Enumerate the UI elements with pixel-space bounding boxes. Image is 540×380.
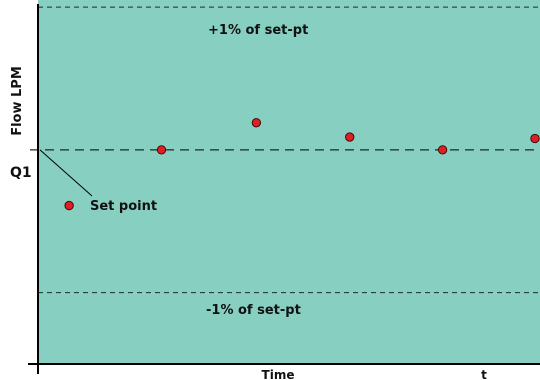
data-point [251,118,262,128]
data-points [64,118,540,211]
setpoint-annotation: Set point [90,199,157,214]
y-axis-label: Flow LPM [10,66,25,136]
data-point [437,145,448,155]
data-point [156,145,167,155]
data-point [345,132,355,142]
setpoint-leader-line [39,149,93,197]
upper-limit-label: +1% of set-pt [208,23,308,38]
lower-limit-label: -1% of set-pt [206,303,301,318]
plot-area [38,0,540,364]
data-point [530,133,540,144]
x-axis-label: Time [262,368,295,380]
data-point [64,200,74,211]
x-axis-end-label: t [481,368,487,380]
y-tick-label-q1: Q1 [10,165,32,181]
